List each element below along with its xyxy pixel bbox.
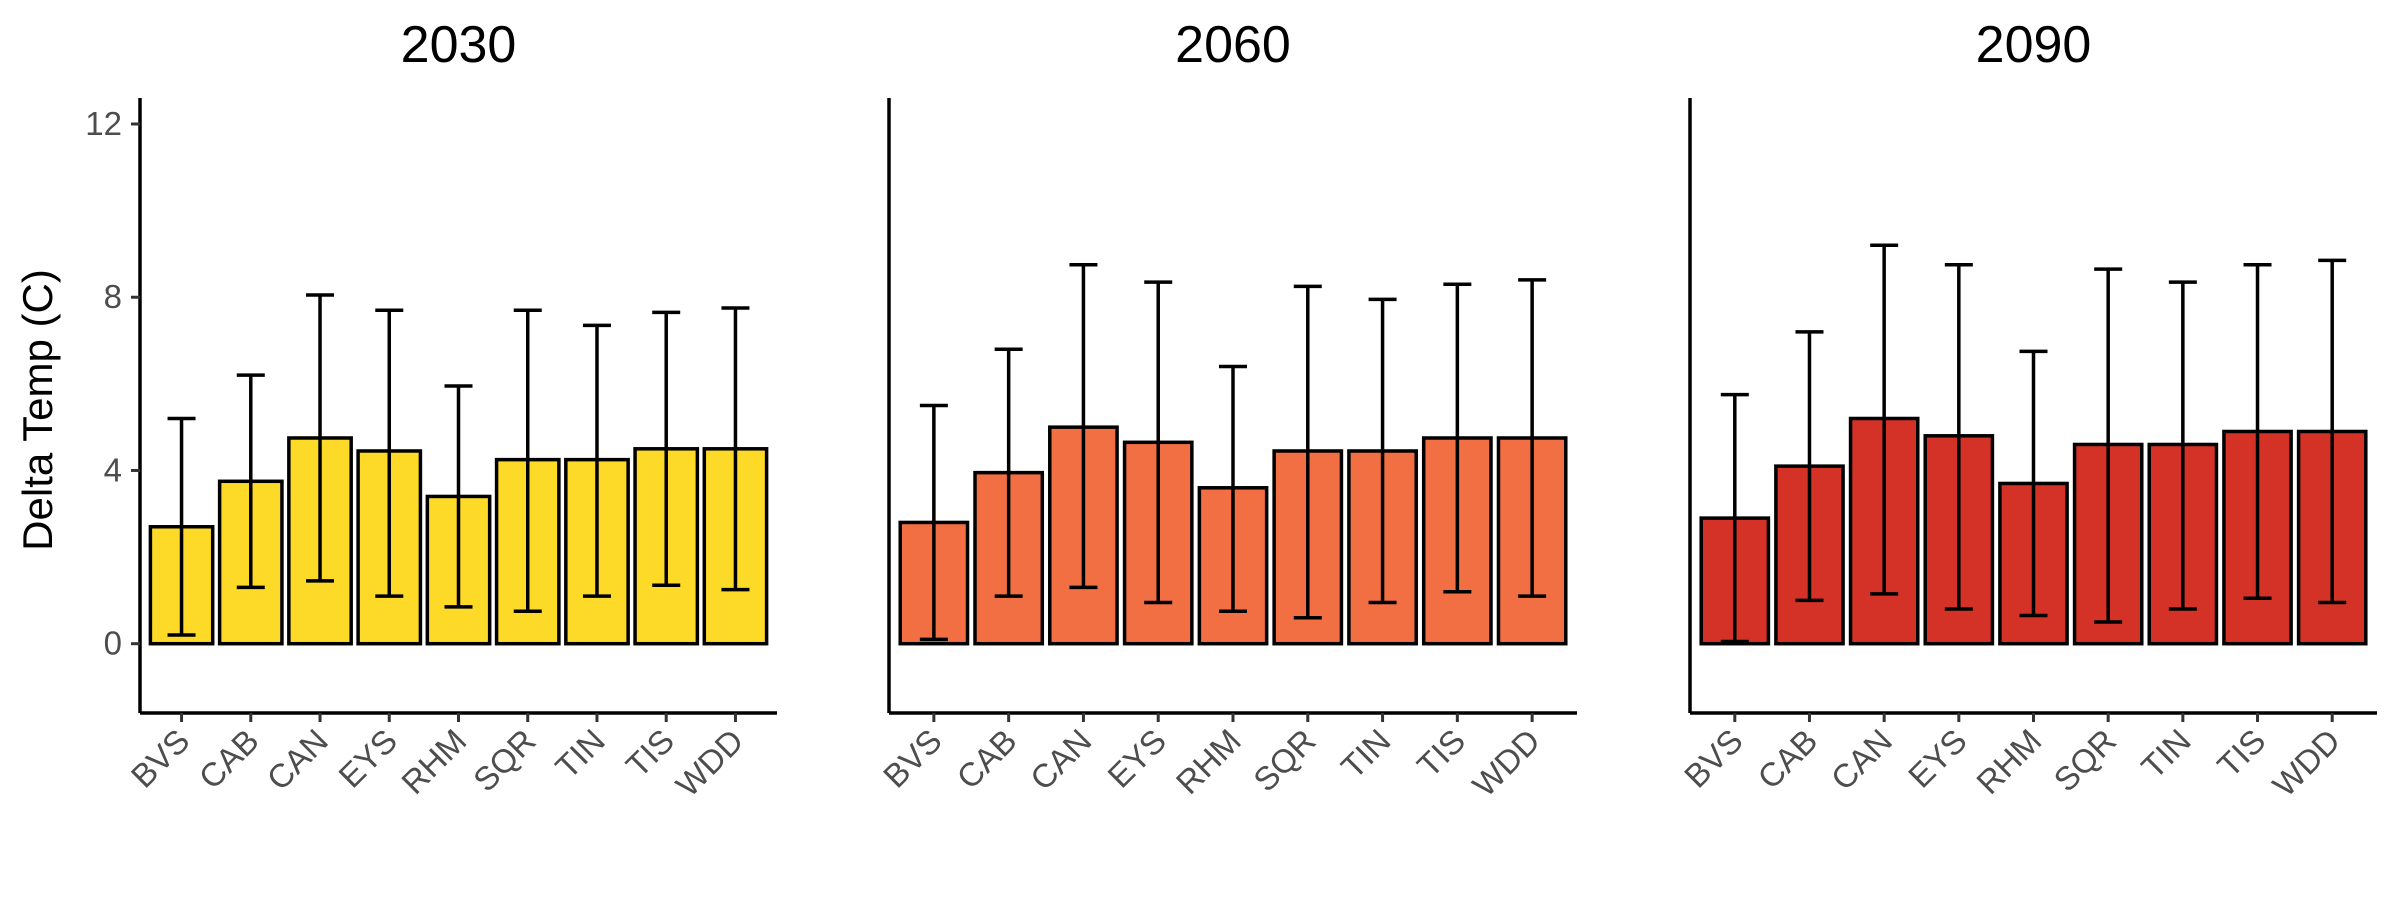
x-tick-label: WDD: [669, 722, 751, 804]
panel-title: 2030: [401, 16, 517, 74]
error-bar-RHM: [1219, 364, 1247, 613]
error-bar-SQR: [1293, 284, 1322, 620]
error-bar-CAB: [994, 347, 1023, 598]
error-bar-EYS: [375, 308, 404, 598]
error-bar-EYS: [1144, 280, 1173, 605]
y-tick-label: 4: [104, 451, 122, 488]
error-bar-TIS: [1443, 282, 1472, 594]
y-axis-title: Delta Temp (C): [14, 269, 61, 551]
error-bar-TIN: [2168, 280, 2197, 611]
error-bar-TIN: [1368, 297, 1397, 605]
error-bar-CAN: [1069, 262, 1098, 590]
x-tick-label: SQR: [1246, 722, 1323, 799]
error-bar-WDD: [721, 306, 750, 592]
x-tick-label: BVS: [124, 722, 197, 795]
x-tick-label: SQR: [2046, 722, 2123, 799]
x-tick-label: TIN: [548, 722, 612, 786]
x-tick-label: TIS: [2210, 722, 2272, 784]
error-bar-BVS: [919, 403, 948, 642]
error-bar-SQR: [2094, 267, 2123, 624]
x-tick-label: RHM: [1169, 722, 1248, 801]
x-tick-label: WDD: [2265, 722, 2347, 804]
x-tick-label: CAB: [192, 722, 266, 796]
x-tick-label: CAN: [1824, 722, 1899, 797]
panel-title: 2090: [1976, 16, 2092, 74]
error-bar-CAN: [306, 293, 335, 583]
error-bar-EYS: [1944, 262, 1973, 611]
x-tick-label: EYS: [1100, 722, 1173, 795]
x-tick-label: BVS: [1677, 722, 1750, 795]
error-bar-BVS: [1720, 392, 1749, 644]
x-tick-label: EYS: [331, 722, 404, 795]
x-tick-label: CAN: [1023, 722, 1098, 797]
error-bar-CAB: [1795, 330, 1824, 603]
y-tick-label: 8: [104, 278, 122, 315]
panel-title: 2060: [1175, 16, 1291, 74]
x-tick-label: BVS: [876, 722, 949, 795]
x-tick-label: CAB: [1750, 722, 1824, 796]
x-tick-label: RHM: [1969, 722, 2048, 801]
x-tick-label: RHM: [394, 722, 473, 801]
error-bar-WDD: [1518, 278, 1547, 598]
error-bar-BVS: [167, 416, 196, 637]
error-bar-TIS: [2243, 262, 2272, 600]
x-tick-label: CAN: [260, 722, 335, 797]
error-bar-RHM: [2019, 349, 2048, 618]
x-tick-label: SQR: [466, 722, 543, 799]
error-bar-WDD: [2318, 258, 2347, 605]
error-bar-RHM: [444, 384, 473, 609]
y-tick-label: 12: [85, 105, 122, 142]
error-bar-TIS: [652, 310, 681, 587]
error-bar-CAN: [1870, 243, 1899, 596]
x-tick-label: WDD: [1465, 722, 1547, 804]
error-bar-SQR: [513, 308, 542, 613]
error-bar-CAB: [236, 373, 265, 590]
x-tick-label: EYS: [1901, 722, 1974, 795]
error-bar-TIN: [582, 323, 611, 598]
x-tick-label: CAB: [949, 722, 1023, 796]
x-tick-label: TIN: [1334, 722, 1398, 786]
y-tick-label: 0: [104, 625, 122, 662]
x-tick-label: TIN: [2134, 722, 2198, 786]
x-tick-label: TIS: [1410, 722, 1472, 784]
